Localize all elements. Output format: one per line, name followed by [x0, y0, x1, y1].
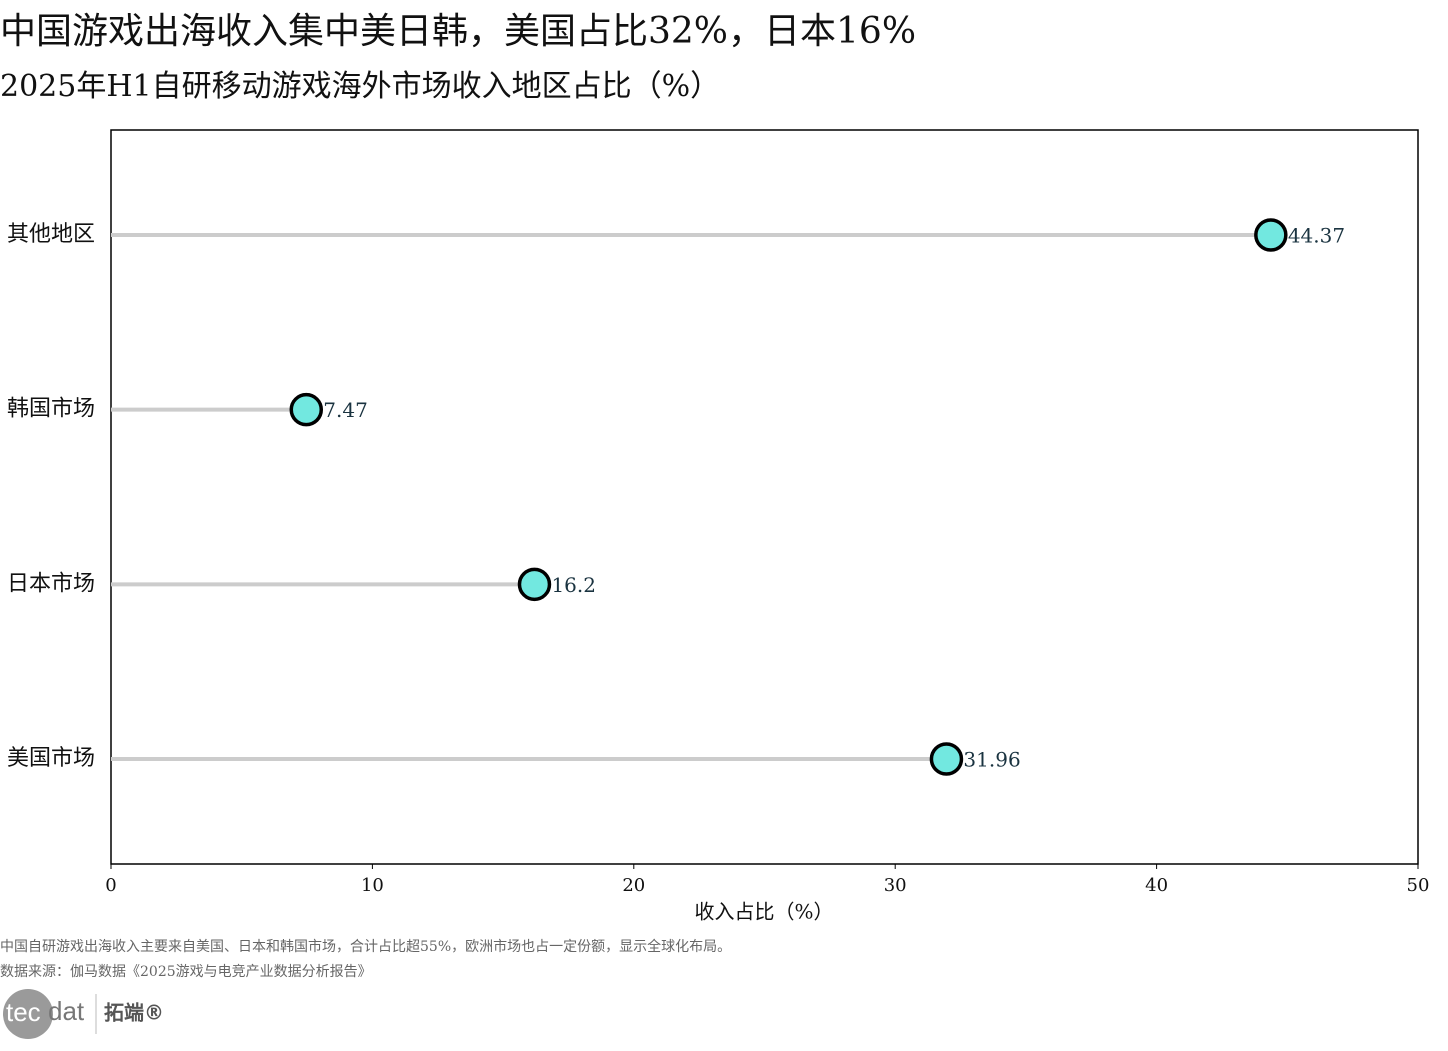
marker	[1254, 218, 1288, 252]
logo-badge	[3, 989, 53, 1039]
x-tick-label: 0	[105, 875, 116, 896]
data-label: 31.96	[963, 748, 1020, 772]
x-axis-label: 收入占比（%）	[694, 900, 833, 924]
y-tick-label: 美国市场	[7, 746, 95, 771]
y-tick-label: 韩国市场	[7, 397, 95, 422]
plot-frame	[110, 129, 1419, 865]
chart-subtitle: 2025年H1自研移动游戏海外市场收入地区占比（%）	[0, 69, 720, 104]
marker	[289, 392, 324, 427]
chart-title: 中国游戏出海收入集中美日韩，美国占比32%，日本16%	[0, 11, 916, 52]
logo-text: dat	[48, 996, 85, 1026]
logo-brand: 拓端®	[104, 1001, 164, 1025]
logo-text: tec	[6, 997, 41, 1027]
data-label: 7.47	[323, 398, 368, 422]
x-tick-label: 20	[622, 875, 645, 896]
y-tick-label: 其他地区	[7, 222, 95, 247]
y-tick-label: 日本市场	[7, 571, 95, 596]
x-tick-label: 10	[361, 875, 384, 896]
footnote: 中国自研游戏出海收入主要来自美国、日本和韩国市场，合计占比超55%，欧洲市场也占…	[0, 938, 731, 955]
marker	[517, 567, 552, 602]
x-tick-label: 40	[1145, 875, 1168, 896]
data-label: 44.37	[1288, 224, 1345, 248]
data-label: 16.2	[551, 573, 596, 597]
x-tick-label: 30	[884, 875, 907, 896]
marker	[929, 742, 964, 776]
x-tick-label: 50	[1407, 875, 1430, 896]
source: 数据来源：伽马数据《2025游戏与电竞产业数据分析报告》	[0, 963, 372, 980]
